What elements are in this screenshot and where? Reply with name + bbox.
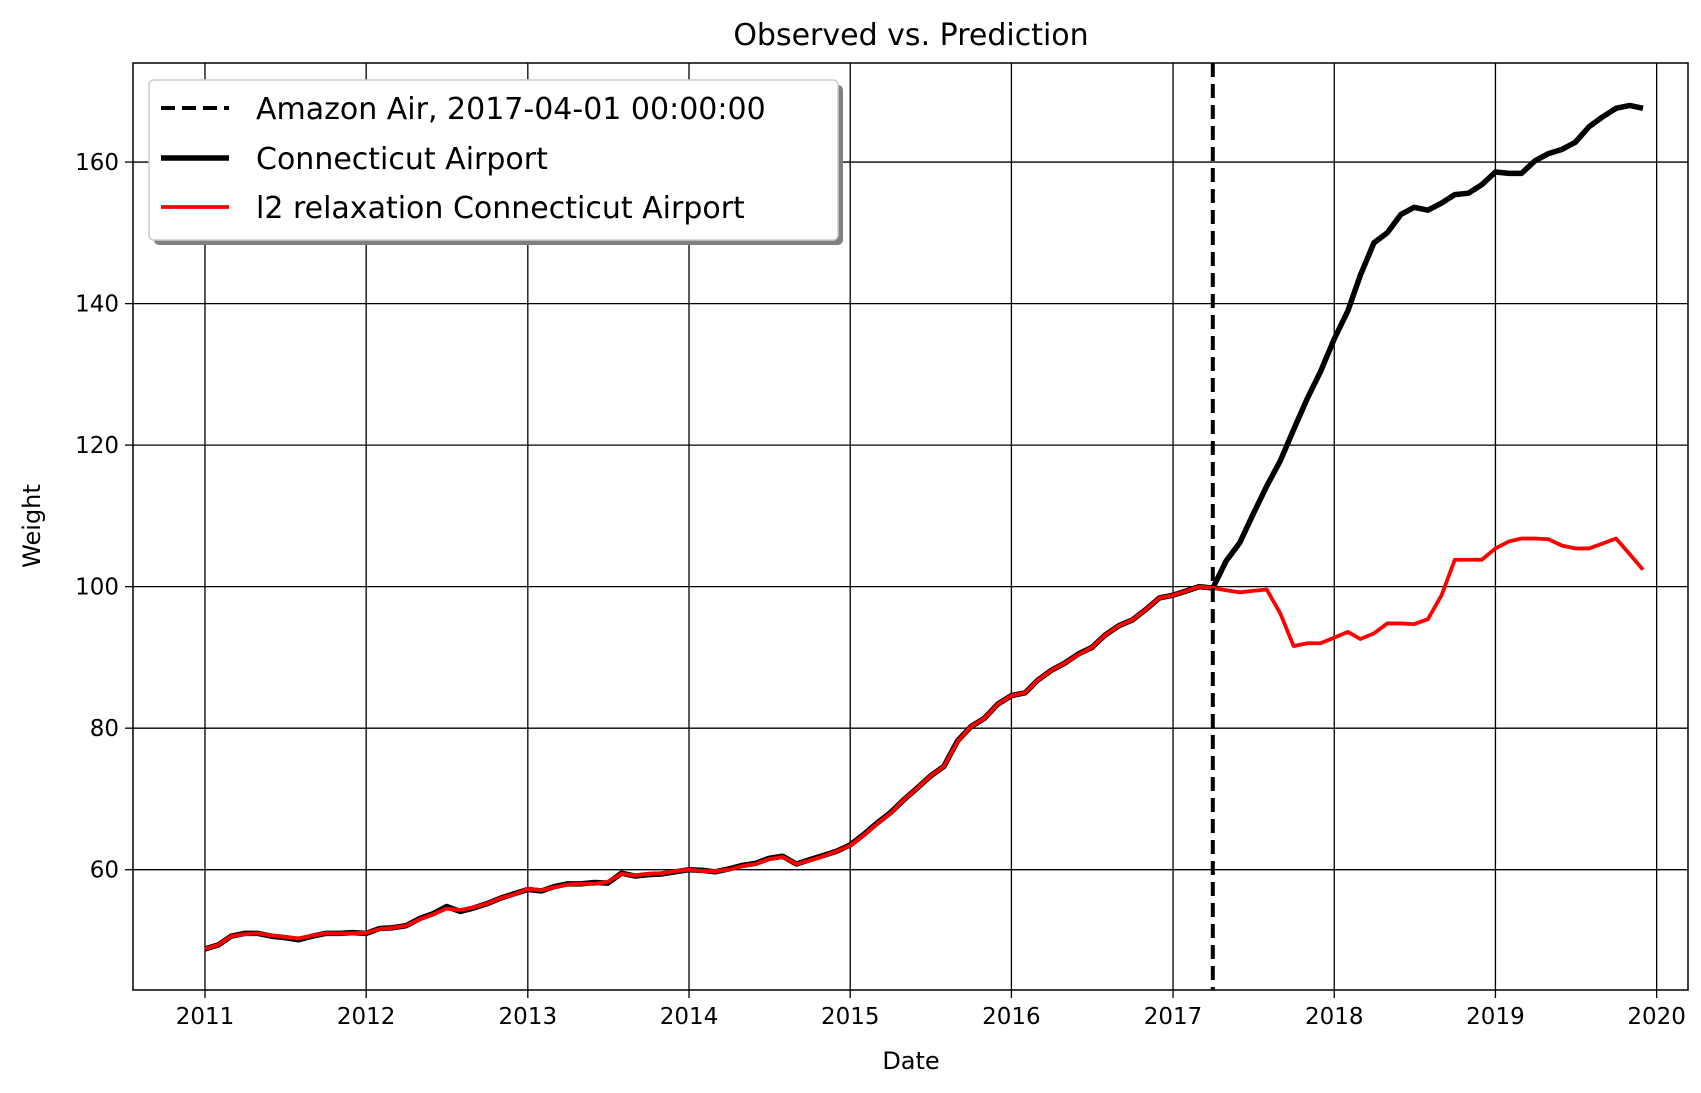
y-tick-label: 100 [75,575,119,601]
y-tick-label: 140 [75,292,119,318]
legend: Amazon Air, 2017-04-01 00:00:00 Connecti… [148,79,843,245]
x-tick-label: 2014 [660,1004,719,1030]
plot-frame [132,62,1689,991]
axis-ticks: 2011 2012 2013 2014 2015 2016 2017 2018 2019 2020… [75,150,1686,1030]
series-line-prediction [204,536,1645,951]
y-tick-label: 60 [90,858,119,884]
legend-label-intervention: Amazon Air, 2017-04-01 00:00:00 [256,92,766,127]
x-tick-label: 2019 [1466,1004,1525,1030]
x-tick-label: 2018 [1305,1004,1364,1030]
y-tick-label: 120 [75,433,119,459]
data-series [204,63,1645,990]
legend-label-observed: Connecticut Airport [256,142,548,177]
x-tick-label: 2013 [499,1004,558,1030]
x-axis-label: Date [882,1047,939,1075]
x-tick-label: 2020 [1627,1004,1686,1030]
x-tick-label: 2016 [982,1004,1041,1030]
legend-box [148,79,839,241]
y-axis-label: Weight [18,484,46,568]
x-tick-label: 2015 [821,1004,880,1030]
x-tick-label: 2011 [176,1004,235,1030]
x-tick-label: 2012 [337,1004,396,1030]
x-tick-label: 2017 [1144,1004,1203,1030]
y-tick-label: 160 [75,150,119,176]
y-tick-label: 80 [90,716,119,742]
legend-label-prediction: l2 relaxation Connecticut Airport [256,191,745,226]
chart-title: Observed vs. Prediction [733,18,1088,53]
